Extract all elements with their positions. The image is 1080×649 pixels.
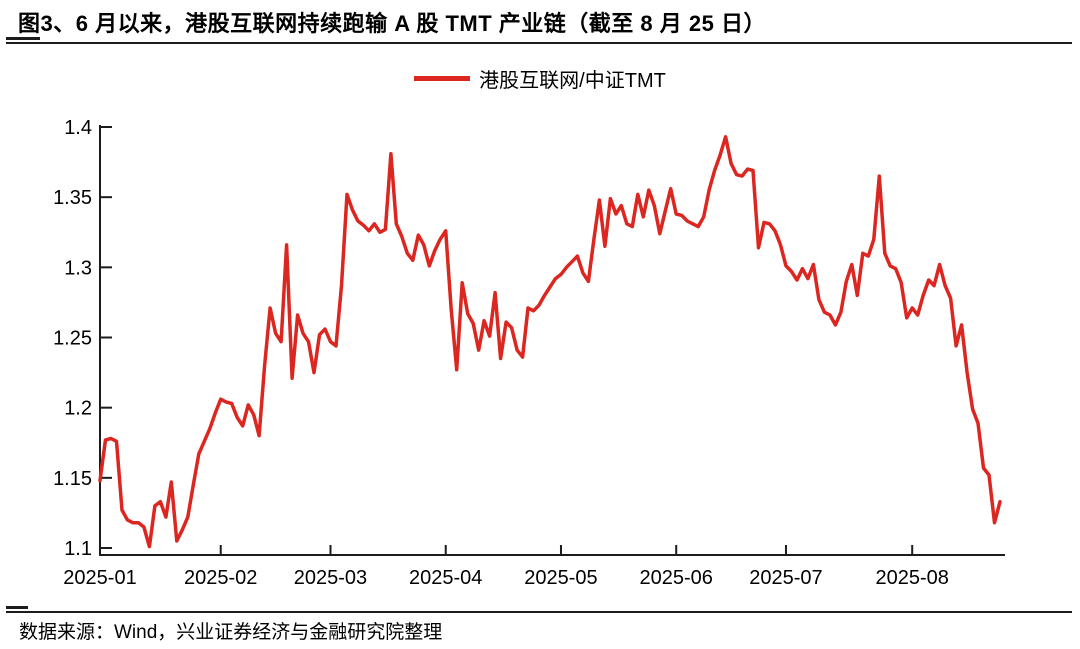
title-rule-dash bbox=[6, 37, 40, 40]
title-rule bbox=[6, 42, 1072, 44]
x-tick-label: 2025-01 bbox=[63, 567, 136, 589]
x-tick-label: 2025-03 bbox=[294, 567, 367, 589]
footer-rule-dash bbox=[6, 606, 28, 609]
y-tick-label: 1.15 bbox=[53, 468, 92, 490]
x-tick-label: 2025-02 bbox=[184, 567, 257, 589]
y-tick-label: 1.4 bbox=[64, 117, 92, 139]
chart-legend: 港股互联网/中证TMT bbox=[0, 64, 1080, 93]
x-tick-label: 2025-05 bbox=[524, 567, 597, 589]
data-source-note: 数据来源：Wind，兴业证券经济与金融研究院整理 bbox=[19, 622, 443, 643]
x-tick-label: 2025-08 bbox=[875, 567, 948, 589]
y-tick-label: 1.35 bbox=[53, 187, 92, 209]
x-tick-label: 2025-04 bbox=[409, 567, 482, 589]
x-tick-label: 2025-07 bbox=[749, 567, 822, 589]
footer-rule bbox=[6, 611, 1072, 613]
y-tick-label: 1.25 bbox=[53, 328, 92, 350]
legend-line-swatch bbox=[414, 76, 471, 81]
y-tick-label: 1.3 bbox=[64, 257, 92, 279]
x-tick-label: 2025-06 bbox=[640, 567, 713, 589]
page-title: 图3、6 月以来，港股互联网持续跑输 A 股 TMT 产业链（截至 8 月 25… bbox=[18, 11, 766, 36]
series-line bbox=[98, 135, 1002, 549]
legend-label: 港股互联网/中证TMT bbox=[479, 70, 666, 92]
y-tick-label: 1.2 bbox=[64, 398, 92, 420]
y-tick-label: 1.1 bbox=[64, 538, 92, 560]
